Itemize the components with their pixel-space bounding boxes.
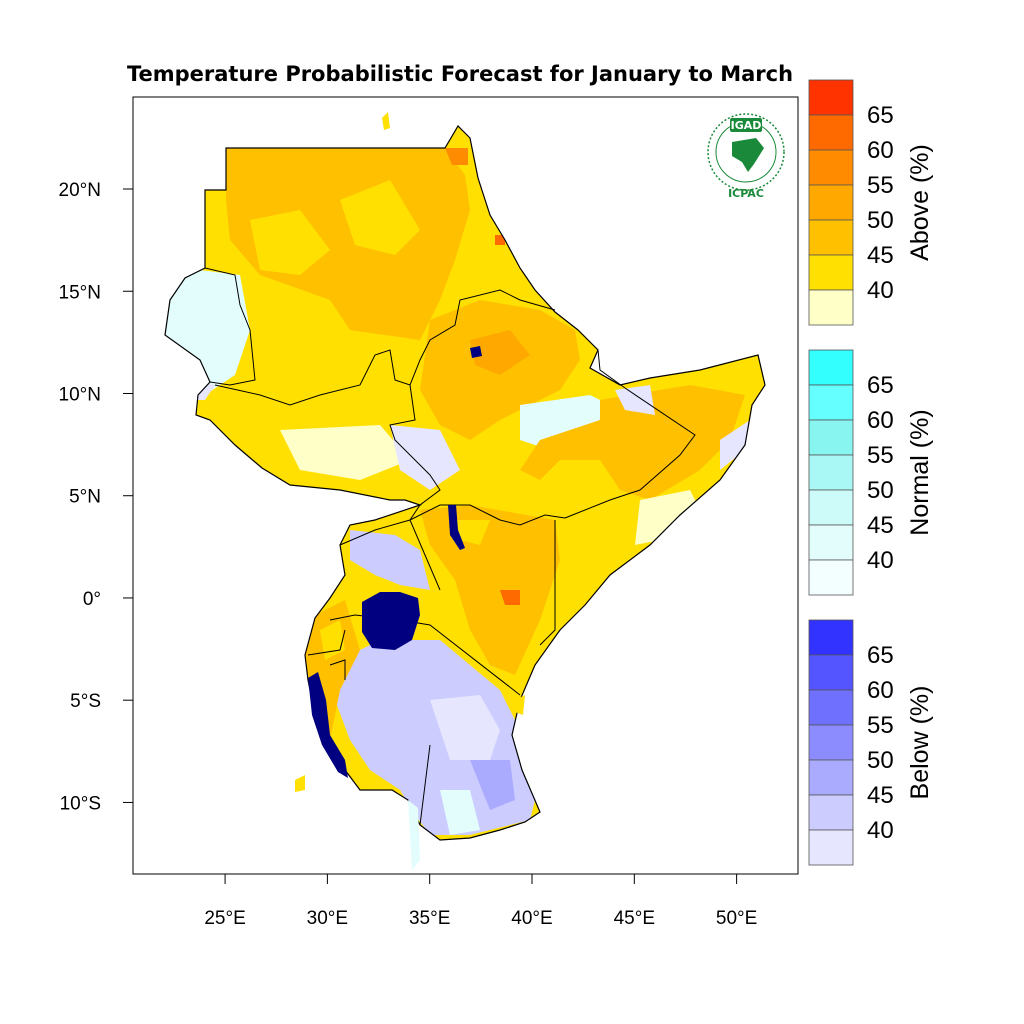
legend-level-label: 65 (867, 642, 894, 669)
country-borders (204, 148, 696, 826)
legend-level-label: 45 (867, 782, 894, 809)
legend-0: 65 60 55 50 45 40 Above (%) (808, 79, 934, 326)
island (295, 775, 305, 792)
logo-banner (730, 118, 762, 132)
africa-map-icon (732, 138, 764, 172)
longitude-axis: 25°E 30°E 35°E 40°E 45°E 50°E (204, 874, 757, 929)
lakes (308, 346, 482, 870)
legend-swatch (808, 689, 854, 726)
legend-title: Above (%) (906, 144, 934, 261)
legend-level-label: 55 (867, 172, 894, 199)
legend-level-label: 60 (867, 407, 894, 434)
legend-level-label: 55 (867, 712, 894, 739)
lake-tana (470, 346, 482, 358)
lake-malawi (408, 800, 420, 870)
logo-bottom-text: ICPAC (728, 187, 764, 200)
logo-top-text: IGAD (731, 119, 762, 132)
legend-level-label: 45 (867, 242, 894, 269)
legend-level-label: 60 (867, 677, 894, 704)
lon-tick-label: 50°E (716, 908, 757, 929)
legends: 65 60 55 50 45 40 Above (%) 65 60 55 50 45 40 Normal … (808, 79, 934, 866)
legend-level-label: 60 (867, 137, 894, 164)
lat-tick-label: 15°N (59, 282, 101, 303)
map-title: Temperature Probabilistic Forecast for J… (127, 62, 793, 86)
legend-level-label: 65 (867, 102, 894, 129)
legend-swatch (808, 149, 854, 186)
legend-level-label: 40 (867, 277, 894, 304)
legend-swatch (808, 384, 854, 421)
legend-level-label: 40 (867, 547, 894, 574)
lon-tick-label: 25°E (204, 908, 245, 929)
lat-tick-label: 20°N (59, 180, 101, 201)
legend-swatch (808, 219, 854, 256)
lake-turkana (448, 505, 465, 550)
legend-level-label: 45 (867, 512, 894, 539)
latitude-axis: 20°N 15°N 10°N 5°N 0° 5°S 10°S (59, 180, 133, 814)
forecast-fill (165, 148, 750, 835)
legend-swatch (808, 724, 854, 761)
lat-tick-label: 10°S (60, 793, 101, 814)
legend-swatch (808, 794, 854, 831)
lat-tick-label: 5°N (69, 487, 101, 508)
legend-swatch (808, 559, 854, 596)
lon-tick-label: 40°E (511, 908, 552, 929)
legend-swatch (808, 289, 854, 326)
legend-level-label: 50 (867, 207, 894, 234)
icpac-logo: IGAD ICPAC (707, 113, 785, 200)
legend-level-label: 50 (867, 477, 894, 504)
lat-tick-label: 5°S (70, 691, 101, 712)
legend-swatch (808, 79, 854, 116)
lake-victoria (362, 592, 420, 650)
island (382, 112, 390, 130)
legend-title: Below (%) (906, 686, 934, 800)
legend-swatch (808, 619, 854, 656)
lat-tick-label: 10°N (59, 384, 101, 405)
legend-swatch (808, 254, 854, 291)
map-panel: IGAD ICPAC (132, 96, 799, 875)
legend-level-label: 40 (867, 817, 894, 844)
legend-swatch (808, 114, 854, 151)
legend-level-label: 50 (867, 747, 894, 774)
legend-swatch (808, 349, 854, 386)
lat-tick-label: 0° (83, 589, 101, 610)
lon-tick-label: 30°E (307, 908, 348, 929)
legend-2: 65 60 55 50 45 40 Below (%) (808, 619, 934, 866)
legend-swatch (808, 829, 854, 866)
legend-title: Normal (%) (906, 409, 934, 535)
legend-swatch (808, 184, 854, 221)
island (515, 695, 525, 715)
legend-level-label: 65 (867, 372, 894, 399)
legend-swatch (808, 654, 854, 691)
legend-level-label: 55 (867, 442, 894, 469)
legend-swatch (808, 419, 854, 456)
legend-swatch (808, 524, 854, 561)
legend-1: 65 60 55 50 45 40 Normal (%) (808, 349, 934, 596)
legend-swatch (808, 759, 854, 796)
lake-tanganyika (308, 672, 348, 778)
lon-tick-label: 45°E (614, 908, 655, 929)
legend-swatch (808, 489, 854, 526)
legend-swatch (808, 454, 854, 491)
lon-tick-label: 35°E (409, 908, 450, 929)
